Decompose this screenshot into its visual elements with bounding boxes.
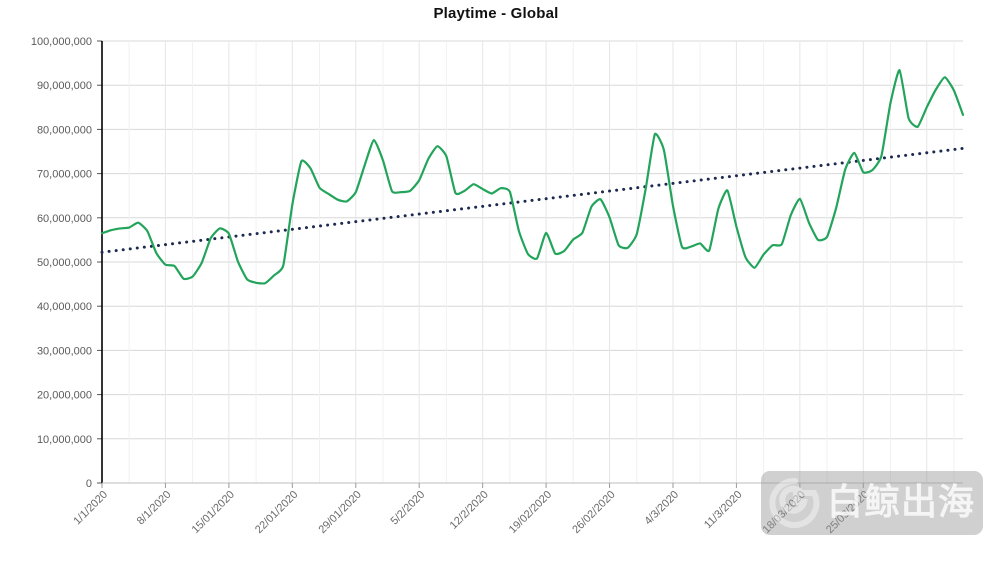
x-axis-tick-label: 8/1/2020	[135, 489, 174, 528]
x-axis-tick-label: 4/3/2020	[642, 489, 681, 528]
x-axis-tick-label: 15/01/2020	[190, 489, 237, 536]
x-axis-tick-label: 26/02/2020	[570, 489, 617, 536]
y-axis-tick-label: 100,000,000	[31, 36, 92, 48]
y-axis-tick-label: 60,000,000	[37, 213, 92, 225]
x-axis-tick-label: 11/3/2020	[702, 489, 745, 532]
x-axis-tick-label: 1/1/2020	[71, 489, 110, 528]
x-axis-tick-label: 5/2/2020	[389, 489, 428, 528]
y-axis-tick-label: 0	[86, 478, 92, 490]
y-axis-tick-label: 30,000,000	[37, 345, 92, 357]
x-axis-tick-label: 22/01/2020	[253, 489, 300, 536]
y-axis-tick-label: 80,000,000	[37, 124, 92, 136]
watermark: 白鲸出海	[761, 471, 983, 535]
watermark-text: 白鲸出海	[827, 482, 976, 523]
y-axis-tick-label: 10,000,000	[37, 434, 92, 446]
y-axis-tick-label: 40,000,000	[37, 301, 92, 313]
x-axis-tick-label: 29/01/2020	[316, 489, 363, 536]
y-axis-tick-label: 20,000,000	[37, 390, 92, 402]
x-axis-tick-labels: 1/1/2020 8/1/2020 15/01/2020 22/01/2020 29/0…	[71, 489, 871, 536]
y-axis-tick-label: 50,000,000	[37, 257, 92, 269]
playtime-line-path	[100, 69, 965, 285]
g-circle-icon	[769, 477, 820, 528]
x-axis-tick-label: 19/02/2020	[507, 489, 554, 536]
trendline-path	[100, 146, 965, 254]
x-axis-tick-label: 12/2/2020	[448, 489, 491, 532]
y-axis-tick-label: 70,000,000	[37, 169, 92, 181]
grid-layer	[101, 40, 963, 484]
axis-layer	[97, 40, 963, 488]
playtime-series-line	[100, 69, 965, 285]
trendline-series	[100, 146, 965, 254]
y-axis-tick-label: 90,000,000	[37, 80, 92, 92]
y-axis-tick-labels: 0 10,000,000 20,000,000 30,000,000 40,000,00…	[31, 36, 92, 490]
chart-title: Playtime - Global	[433, 5, 559, 22]
